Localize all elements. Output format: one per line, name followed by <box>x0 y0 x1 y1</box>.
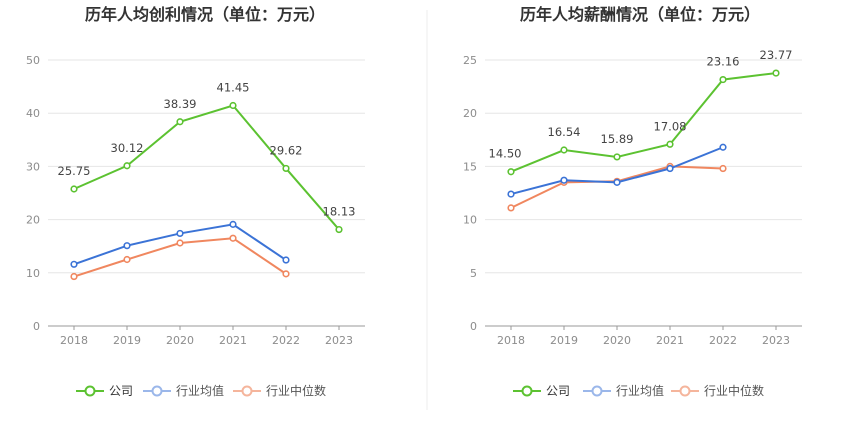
legend-swatch-marker <box>679 385 691 397</box>
y-tick-label: 25 <box>463 54 477 67</box>
legend-swatch-marker <box>84 385 96 397</box>
data-label: 23.16 <box>707 55 740 69</box>
data-point <box>123 255 131 264</box>
y-tick-label: 0 <box>33 320 40 333</box>
data-point <box>507 168 515 176</box>
data-label: 25.75 <box>58 164 91 178</box>
series-line-1 <box>510 72 777 173</box>
x-tick-label: 2019 <box>550 334 578 347</box>
data-point <box>335 225 343 234</box>
data-point <box>719 75 727 84</box>
data-point <box>229 101 237 110</box>
data-label: 15.89 <box>601 132 634 146</box>
data-point <box>70 260 78 268</box>
data-point <box>282 270 290 278</box>
data-label: 16.54 <box>548 125 581 139</box>
chart-title: 历年人均创利情况（单位：万元） <box>85 5 325 24</box>
data-label: 29.62 <box>270 143 303 157</box>
chart-1: 历年人均创利情况（单位：万元） 0 10 20 30 40 50 2018 2019 2020 20… <box>26 5 365 398</box>
data-label: 18.13 <box>323 205 356 219</box>
data-point <box>613 153 621 161</box>
chart-2: 历年人均薪酬情况（单位：万元） 0 5 10 15 20 25 2018 2019 2020 202… <box>463 5 802 398</box>
y-tick-label: 10 <box>463 214 477 227</box>
data-label: 23.77 <box>760 48 793 62</box>
legend-item-1[interactable]: 公司 <box>76 384 133 398</box>
legend-swatch-marker <box>151 385 163 397</box>
data-point <box>719 164 727 173</box>
data-point <box>666 164 674 173</box>
y-tick-label: 5 <box>470 267 477 280</box>
data-point <box>123 242 131 250</box>
series-line-1 <box>73 104 340 231</box>
data-point <box>282 256 290 264</box>
legend-label: 公司 <box>109 384 133 398</box>
x-tick-label: 2018 <box>497 334 525 347</box>
legend-swatch-marker <box>521 385 533 397</box>
data-point <box>282 164 290 173</box>
data-label: 14.50 <box>489 147 522 161</box>
data-label: 30.12 <box>111 141 144 155</box>
legend-label: 行业均值 <box>616 383 664 398</box>
legend-item-2[interactable]: 行业均值 <box>143 383 224 398</box>
legend-swatch-marker <box>591 385 603 397</box>
legend-label: 行业中位数 <box>266 383 326 398</box>
legend-swatch-marker <box>241 385 253 397</box>
y-tick-label: 10 <box>26 267 40 280</box>
y-tick-label: 30 <box>26 160 40 173</box>
legend-label: 公司 <box>546 384 570 398</box>
legend-item-3[interactable]: 行业中位数 <box>233 383 326 398</box>
x-tick-label: 2022 <box>709 334 737 347</box>
data-point <box>176 229 184 238</box>
data-point <box>229 234 237 242</box>
data-point <box>560 176 568 184</box>
data-point <box>772 69 780 77</box>
x-tick-label: 2021 <box>656 334 684 347</box>
data-point <box>666 140 674 148</box>
legend-label: 行业中位数 <box>704 383 764 398</box>
y-tick-label: 20 <box>463 107 477 120</box>
x-tick-label: 2020 <box>166 334 194 347</box>
data-point <box>176 239 184 247</box>
data-label: 17.08 <box>654 119 687 133</box>
data-point <box>507 204 515 212</box>
x-tick-label: 2018 <box>60 334 88 347</box>
x-tick-label: 2019 <box>113 334 141 347</box>
y-tick-label: 40 <box>26 107 40 120</box>
x-tick-label: 2023 <box>762 334 790 347</box>
x-tick-label: 2022 <box>272 334 300 347</box>
data-point <box>229 220 237 228</box>
legend-label: 行业均值 <box>176 383 224 398</box>
data-point <box>613 178 621 186</box>
y-tick-label: 0 <box>470 320 477 333</box>
data-label: 41.45 <box>217 80 250 94</box>
data-point <box>70 272 78 281</box>
data-label: 38.39 <box>164 97 197 111</box>
series-line-3 <box>510 165 724 209</box>
data-point <box>176 118 184 126</box>
x-tick-label: 2021 <box>219 334 247 347</box>
legend-item-1[interactable]: 公司 <box>513 384 570 398</box>
chart-title: 历年人均薪酬情况（单位：万元） <box>520 5 760 24</box>
x-tick-label: 2020 <box>603 334 631 347</box>
data-point <box>123 162 131 170</box>
y-tick-label: 50 <box>26 54 40 67</box>
y-tick-label: 20 <box>26 214 40 227</box>
data-point <box>560 146 568 154</box>
data-point <box>719 143 727 151</box>
data-point <box>70 185 78 193</box>
x-tick-label: 2023 <box>325 334 353 347</box>
y-tick-label: 15 <box>463 160 477 173</box>
legend-item-2[interactable]: 行业均值 <box>583 383 664 398</box>
data-point <box>507 190 515 198</box>
legend-item-3[interactable]: 行业中位数 <box>671 383 764 398</box>
